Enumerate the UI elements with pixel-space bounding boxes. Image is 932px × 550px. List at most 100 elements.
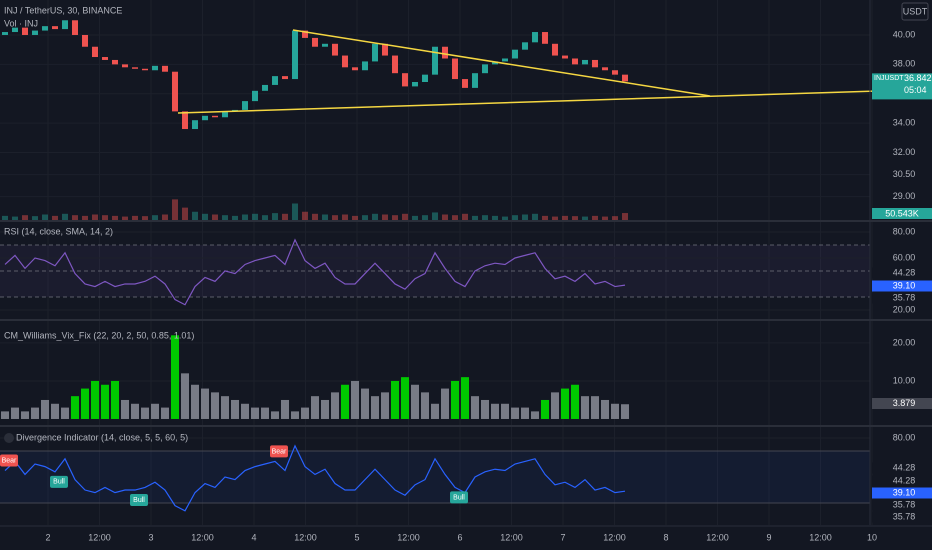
vix-bar: [81, 388, 89, 419]
volume-bar: [522, 214, 528, 220]
candle: [182, 111, 188, 130]
vix-bar: [351, 380, 359, 419]
candle: [342, 55, 348, 68]
vix-bar: [41, 399, 49, 419]
signal-label: Bear: [2, 457, 17, 464]
divergence-line: [4, 444, 626, 512]
vix-bar: [181, 373, 189, 419]
vix-bar: [331, 392, 339, 419]
candle: [112, 59, 118, 65]
candle: [602, 67, 608, 71]
volume-bar: [182, 207, 188, 220]
vix-bar: [261, 407, 269, 419]
candle: [222, 111, 228, 118]
vix-bar: [341, 384, 349, 419]
vix-bar: [151, 403, 159, 419]
candle: [482, 64, 488, 74]
currency-button[interactable]: [901, 2, 929, 21]
vix-bar: [281, 399, 289, 419]
value-tag: 44.28: [893, 475, 916, 485]
vix-bar: [361, 388, 369, 419]
divergence-title: Divergence Indicator (14, close, 5, 5, 6…: [16, 432, 188, 442]
time-label: 5: [354, 532, 359, 542]
candle: [162, 65, 168, 72]
candle: [582, 59, 588, 65]
volume-bar: [352, 215, 358, 220]
vix-bar: [211, 392, 219, 419]
price-tag-value: 36.842: [904, 73, 932, 83]
candle: [122, 64, 128, 68]
volume-bar: [102, 215, 108, 220]
rsi-tick-label: 20.00: [893, 304, 916, 314]
vix-bar: [491, 403, 499, 419]
candle: [402, 73, 408, 87]
candle: [542, 32, 548, 44]
value-tag: 35.78: [893, 499, 916, 509]
signal-box: [0, 454, 18, 467]
signal-box: [450, 491, 468, 504]
vix-bar: [61, 407, 69, 419]
volume-bar: [32, 216, 38, 220]
vix-bar: [71, 396, 79, 419]
candle: [462, 79, 468, 88]
volume-bar: [412, 215, 418, 220]
price-tag-symbol: INJUSDT: [874, 75, 904, 82]
time-label: 3: [148, 532, 153, 542]
volume-bar: [2, 215, 8, 220]
volume-bar: [92, 214, 98, 220]
candle: [52, 26, 58, 30]
value-tag-box: [872, 280, 932, 292]
value-tag: 39.10: [893, 280, 916, 290]
vix-bar: [511, 407, 519, 419]
price-tag-box: [872, 73, 932, 100]
candle: [322, 43, 328, 47]
volume-bar: [42, 214, 48, 220]
candle: [452, 58, 458, 80]
vix-bar: [21, 411, 29, 419]
vix-bar: [121, 399, 129, 419]
value-tag-box: [872, 475, 932, 487]
price-tag-countdown: 05:04: [904, 85, 927, 95]
volume-tag: 50.543K: [885, 208, 919, 218]
vix-tag: 3.879: [893, 398, 916, 408]
price-tick-label: 38.00: [893, 59, 916, 69]
value-tag-box: [872, 292, 932, 304]
volume-bar: [392, 215, 398, 220]
volume-bar: [242, 214, 248, 220]
candle: [142, 68, 148, 71]
time-label: 12:00: [706, 532, 729, 542]
time-label: 12:00: [88, 532, 111, 542]
volume-bar: [502, 216, 508, 220]
candle: [492, 61, 498, 65]
time-label: 8: [663, 532, 668, 542]
candle: [32, 30, 38, 35]
trend-line-lower: [177, 90, 879, 114]
vix-bar: [131, 403, 139, 419]
indicator-icon: [4, 433, 14, 443]
vix-bar: [621, 404, 629, 419]
vix-bar: [421, 392, 429, 419]
currency-label[interactable]: USDT: [903, 6, 928, 16]
candle: [152, 65, 158, 71]
rsi-title: RSI (14, close, SMA, 14, 2): [4, 226, 113, 236]
volume-bar: [22, 215, 28, 220]
vix-bar: [601, 399, 609, 419]
vix-bar: [551, 392, 559, 419]
candle: [72, 20, 78, 35]
volume-bar: [342, 214, 348, 220]
time-label: 12:00: [191, 532, 214, 542]
vix-bar: [471, 396, 479, 419]
vix-bar: [561, 388, 569, 419]
vix-bar: [101, 384, 109, 419]
vix-bar: [571, 384, 579, 419]
volume-bar: [552, 216, 558, 220]
volume-bar: [582, 216, 588, 220]
vix-bar: [271, 411, 279, 419]
candle: [392, 55, 398, 74]
volume-bar: [162, 214, 168, 220]
candle: [102, 57, 108, 60]
vix-bar: [401, 377, 409, 419]
symbol-title: INJ / TetherUS, 30, BINANCE: [4, 5, 122, 15]
signal-label: Bull: [53, 479, 65, 486]
